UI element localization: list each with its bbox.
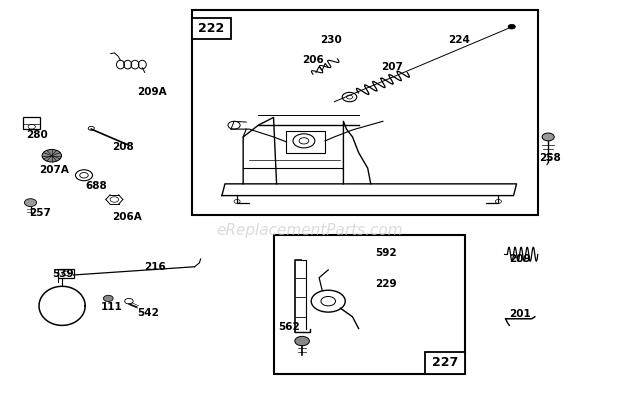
Circle shape bbox=[24, 199, 37, 207]
Text: 209A: 209A bbox=[137, 87, 166, 97]
Bar bbox=[192, 10, 538, 215]
Bar bbox=[58, 269, 74, 278]
Text: 206A: 206A bbox=[112, 212, 142, 222]
Text: 230: 230 bbox=[321, 35, 342, 45]
Text: 227: 227 bbox=[432, 356, 458, 369]
Text: 208: 208 bbox=[112, 142, 135, 152]
Polygon shape bbox=[222, 184, 516, 196]
Text: 539: 539 bbox=[51, 269, 73, 279]
Circle shape bbox=[104, 295, 113, 302]
Bar bbox=[425, 352, 465, 373]
Circle shape bbox=[508, 24, 515, 29]
Text: 562: 562 bbox=[278, 322, 299, 332]
Text: 688: 688 bbox=[85, 181, 107, 191]
Text: 201: 201 bbox=[509, 309, 531, 319]
Bar bbox=[23, 117, 40, 129]
Bar bbox=[273, 235, 465, 373]
Text: eReplacementParts.com: eReplacementParts.com bbox=[216, 223, 404, 238]
Text: 209: 209 bbox=[509, 254, 531, 264]
Circle shape bbox=[542, 133, 554, 141]
Text: 224: 224 bbox=[448, 35, 470, 45]
Circle shape bbox=[294, 336, 309, 346]
Text: 257: 257 bbox=[29, 208, 51, 218]
Bar bbox=[286, 131, 325, 152]
Text: 207A: 207A bbox=[40, 165, 69, 175]
Text: 222: 222 bbox=[198, 22, 224, 35]
Circle shape bbox=[42, 150, 61, 162]
Text: 216: 216 bbox=[144, 262, 166, 272]
Text: 592: 592 bbox=[375, 248, 397, 258]
Text: 206: 206 bbox=[302, 55, 324, 65]
Text: 207: 207 bbox=[381, 62, 403, 73]
Text: 542: 542 bbox=[137, 308, 159, 318]
Text: 258: 258 bbox=[539, 154, 561, 164]
Bar bbox=[192, 18, 231, 39]
Text: 280: 280 bbox=[25, 130, 47, 140]
Text: 229: 229 bbox=[375, 279, 397, 289]
Text: 111: 111 bbox=[100, 302, 122, 312]
